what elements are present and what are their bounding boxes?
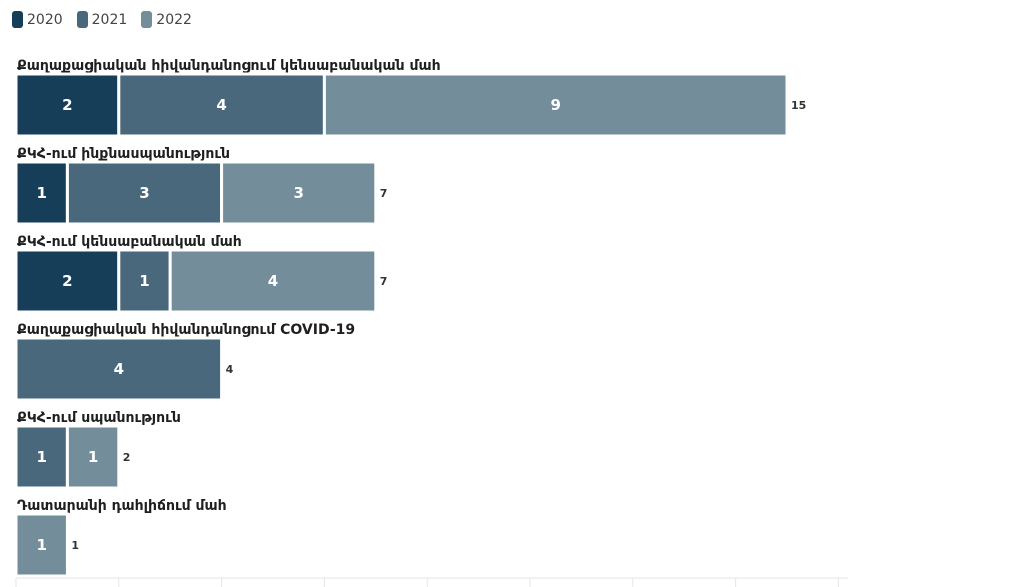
total-value-label: 15 <box>791 99 806 112</box>
bar-segment-2022[interactable] <box>168 248 378 314</box>
bar-segment-2022[interactable] <box>220 160 378 226</box>
bar-segment-2021[interactable] <box>65 160 224 226</box>
legend: 2020 2021 2022 <box>12 11 192 28</box>
segment-value-label: 3 <box>139 184 149 202</box>
category-label: Քաղաքացիական հիվանդանոցում կենսաբանական … <box>17 58 441 74</box>
total-value-label: 1 <box>71 539 79 552</box>
legend-label-2021: 2021 <box>91 11 128 28</box>
segment-value-label: 3 <box>293 184 303 202</box>
legend-label-2022: 2022 <box>156 11 192 28</box>
total-value-label: 7 <box>380 187 388 200</box>
bar-segment-2021[interactable] <box>117 248 172 314</box>
legend-item-2022[interactable]: 2022 <box>141 11 192 28</box>
legend-swatch-2021 <box>76 11 88 28</box>
legend-swatch-2020 <box>12 11 23 28</box>
total-value-label: 7 <box>380 275 388 288</box>
segment-value-label: 1 <box>36 448 46 466</box>
bar-segment-2020[interactable] <box>14 248 121 314</box>
bar-segment-2022[interactable] <box>14 512 69 578</box>
category-label: ՔԿՀ-ում ինքնասպանություն <box>17 146 230 162</box>
segment-value-label: 9 <box>550 96 560 114</box>
total-value-label: 4 <box>226 363 234 376</box>
segment-value-label: 4 <box>114 360 124 378</box>
total-value-label: 2 <box>123 451 131 464</box>
category-label: Դատարանի դահլիճում մահ <box>17 498 227 514</box>
segment-value-label: 2 <box>62 96 72 114</box>
segment-value-label: 4 <box>216 96 226 114</box>
legend-item-2020[interactable]: 2020 <box>12 11 63 28</box>
legend-label-2020: 2020 <box>27 11 63 28</box>
segment-value-label: 1 <box>88 448 98 466</box>
bar-segment-2022[interactable] <box>322 72 789 138</box>
bar-segment-2021[interactable] <box>14 336 224 402</box>
category-label: ՔԿՀ-ում սպանություն <box>17 410 181 426</box>
legend-swatch-2022 <box>141 11 153 28</box>
bar-segment-2020[interactable] <box>14 72 121 138</box>
category-label: Քաղաքացիական հիվանդանոցում COVID-19 <box>17 322 355 338</box>
segment-value-label: 1 <box>36 184 46 202</box>
segment-value-label: 2 <box>62 272 72 290</box>
bar-segment-2022[interactable] <box>65 424 121 490</box>
segment-value-label: 4 <box>268 272 278 290</box>
category-label: ՔԿՀ-ում կենսաբանական մահ <box>17 234 242 250</box>
segment-value-label: 1 <box>139 272 149 290</box>
legend-item-2021[interactable]: 2021 <box>76 11 128 28</box>
bar-segment-2021[interactable] <box>117 72 326 138</box>
segment-value-label: 1 <box>36 536 46 554</box>
bar-segment-2021[interactable] <box>14 424 69 490</box>
